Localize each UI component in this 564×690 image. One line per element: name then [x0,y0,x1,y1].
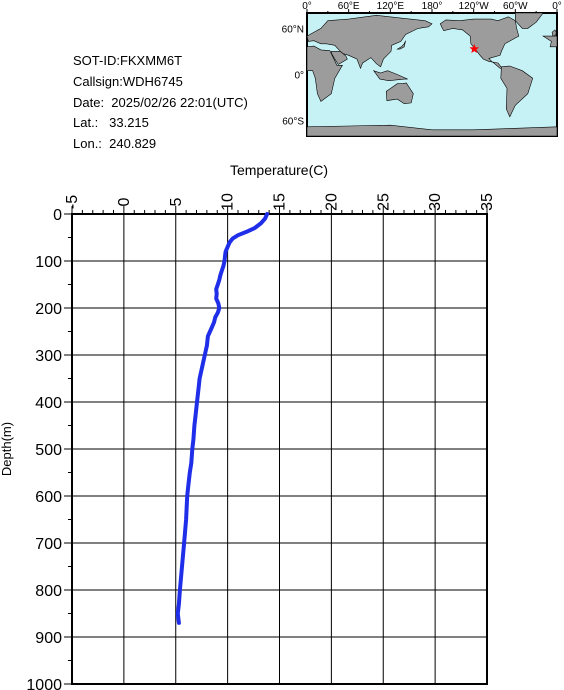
chart-grid [71,213,488,685]
temperature-profile-chart: -5 0 5 10 15 20 25 30 35 01002003004005006007008… [0,162,496,690]
map-labels: 0° 60°E 120°E 180° 120°W 60°W 0° 60°N 0° 60°S [282,1,562,128]
map-lat-label: 60°S [282,117,304,128]
land-indonesia [372,70,408,82]
land-iberia [542,35,558,48]
map-lon-label: 0° [302,1,312,12]
land-africa [306,45,343,102]
y-axis-label: Depth(m) [0,422,14,476]
x-tick-label: 35 [479,193,496,211]
y-tick-label: 0 [53,207,62,224]
x-tick-label: 15 [272,193,289,211]
map-land [306,12,558,137]
longitude-text: Lon.: 240.829 [73,136,157,151]
y-tick-label: 300 [35,348,62,365]
x-tick-label: 5 [168,197,185,206]
x-tick-labels: -5 0 5 10 15 20 25 30 35 [64,193,496,211]
x-tick-label: 20 [323,193,340,211]
y-tick-label: 600 [35,489,62,506]
world-map: 0° 60°E 120°E 180° 120°W 60°W 0° 60°N 0° 60°S [282,1,562,137]
map-lon-label: 0° [552,1,562,12]
latitude-text: Lat.: 33.215 [73,115,149,130]
date-text: Date: 2025/02/26 22:01(UTC) [73,95,248,110]
x-axis-label: Temperature(C) [230,162,328,178]
map-lon-label: 120°W [459,1,490,12]
map-lat-label: 0° [294,71,304,82]
map-lon-label: 60°W [503,1,528,12]
x-tick-label: 10 [220,193,237,211]
y-tick-label: 800 [35,583,62,600]
land-south-america [500,65,534,118]
land-uk [551,29,557,37]
temperature-series-line [175,212,270,625]
land-arabia [330,51,348,65]
sot-id-text: SOT-ID:FKXMM6T [73,53,183,68]
land-europe-asia [306,14,433,70]
y-tick-label: 100 [35,254,62,271]
map-lon-label: 60°E [338,1,360,12]
x-tick-label: 30 [427,193,444,211]
location-marker-icon [469,43,479,54]
callsign-text: Callsign:WDH6745 [73,74,183,89]
land-antarctica [306,124,558,137]
map-lat-label: 60°N [282,24,304,35]
y-tick-label: 200 [35,301,62,318]
y-tick-label: 500 [35,442,62,459]
y-tick-label: 900 [35,630,62,647]
y-tick-label: 400 [35,395,62,412]
land-north-america [439,16,520,69]
map-ticks [306,9,558,13]
map-lon-label: 120°E [377,1,405,12]
map-lon-label: 180° [422,1,443,12]
chart-ticks [64,206,488,685]
y-tick-label: 1000 [26,677,62,690]
y-tick-label: 700 [35,536,62,553]
land-japan [396,40,406,50]
land-australia [385,82,414,105]
y-tick-labels: 0 100 200 300 400 500 600 700 800 900 1000 [26,207,62,690]
x-tick-label: 0 [116,197,133,206]
x-tick-label: 25 [375,193,392,211]
x-tick-label: -5 [64,195,81,209]
